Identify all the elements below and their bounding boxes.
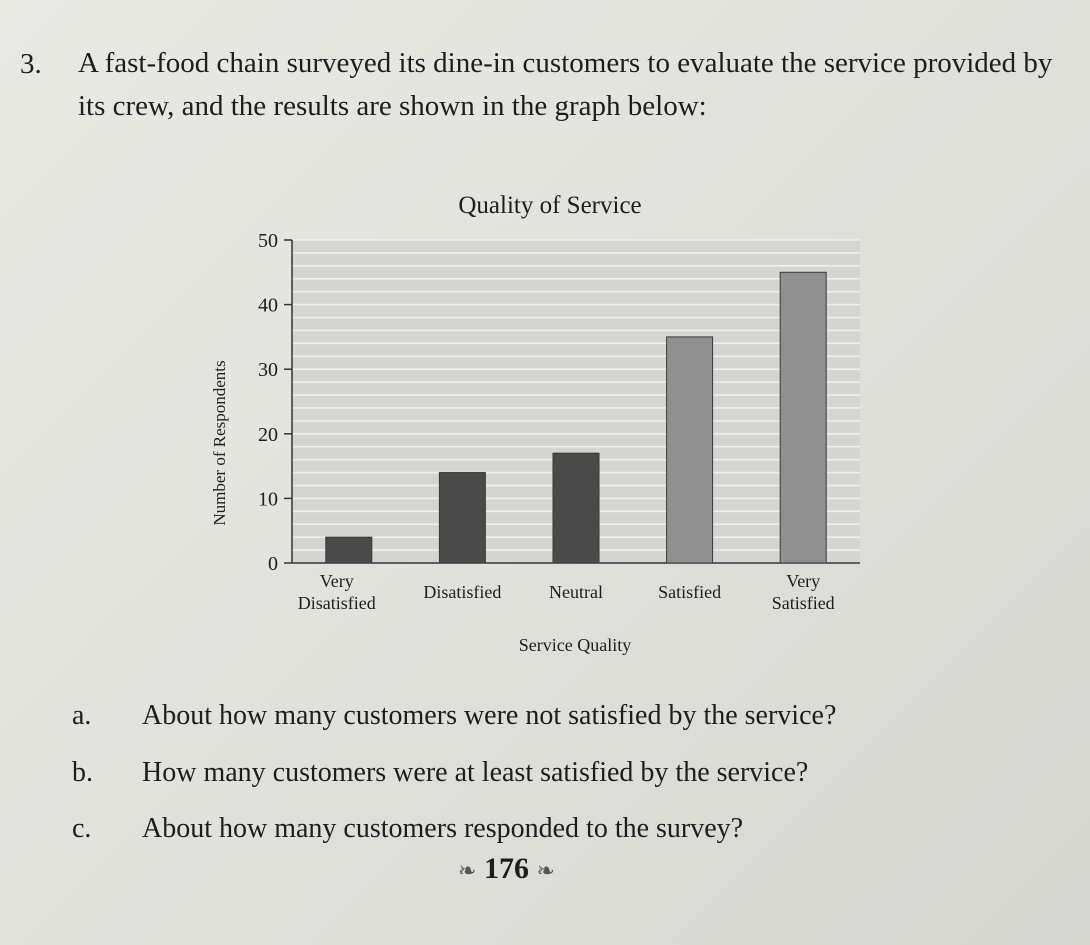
x-tick-label: Very [320,571,354,591]
subquestion-a: a. About how many customers were not sati… [72,700,836,732]
chart-title: Quality of Service [458,192,641,219]
x-tick-label: Disatisfied [423,582,501,602]
subquestion-b: b. How many customers were at least satis… [72,757,808,789]
subquestion-text: How many customers were at least satisfi… [142,757,809,788]
bar [666,336,714,564]
question-number: 3. [20,48,42,80]
x-tick-label: Disatisfied [298,593,376,613]
bar [438,472,486,564]
subquestion-label: b. [72,757,93,788]
left-ornament-icon: ❧ [458,858,477,883]
x-tick-label: Satisfied [772,593,835,613]
y-tick-label: 20 [258,424,278,446]
right-ornament-icon: ❧ [536,858,555,883]
x-tick-label: Satisfied [658,582,721,602]
bar [779,271,827,564]
x-axis-label: Service Quality [519,635,631,655]
page-number: 176 [483,852,529,885]
subquestion-c: c. About how many customers responded to … [72,813,743,845]
y-tick-label: 50 [258,230,278,252]
y-axis-label: Number of Respondents [210,360,229,525]
subquestion-label: c. [72,813,92,844]
subquestion-text: About how many customers responded to th… [142,813,744,844]
bar [552,452,600,564]
y-tick-label: 0 [268,553,278,575]
subquestion-text: About how many customers were not satisf… [142,700,837,731]
page-number-block: ❧ 176 ❧ [458,852,555,886]
x-tick-label: Neutral [549,582,603,602]
subquestion-label: a. [72,700,92,731]
bar [325,536,373,564]
y-tick-label: 40 [258,295,278,317]
y-tick-label: 10 [258,488,278,510]
x-tick-label: Very [786,571,820,591]
y-tick-label: 30 [258,359,278,381]
question-text: A fast-food chain surveyed its dine-in c… [78,47,1053,122]
bar-chart: Quality of Service 01020304050VeryDisati… [210,192,860,655]
